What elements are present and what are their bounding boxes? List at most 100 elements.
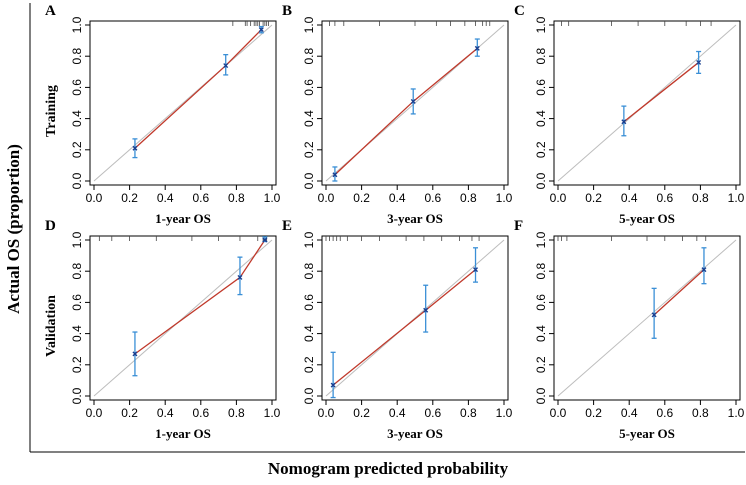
panel-x-label: 1-year OS (155, 211, 211, 226)
x-tick-label: 1.0 (496, 191, 513, 205)
y-tick-label: 0.2 (302, 141, 316, 158)
panel-letter: A (45, 3, 56, 19)
ideal-reference-line (325, 239, 505, 397)
plot-frame (553, 20, 741, 186)
y-tick-label: 1.0 (70, 231, 84, 248)
y-tick-label: 0.0 (302, 172, 316, 189)
y-tick-label: 0.8 (534, 263, 548, 280)
x-tick-label: 0.8 (692, 406, 709, 420)
panel-letter: E (282, 218, 292, 234)
y-tick-label: 0.6 (534, 294, 548, 311)
x-tick-label: 0.4 (621, 191, 638, 205)
panel-x-label: 1-year OS (155, 426, 211, 441)
data-point (262, 237, 268, 243)
x-tick-label: 0.2 (353, 406, 370, 420)
x-tick-label: 0.2 (353, 191, 370, 205)
y-tick-label: 0.8 (70, 263, 84, 280)
y-tick-label: 0.6 (302, 79, 316, 96)
y-tick-label: 0.4 (302, 325, 316, 342)
y-tick-label: 0.4 (70, 325, 84, 342)
panel-letter: B (282, 3, 292, 19)
data-point (621, 119, 627, 125)
x-tick-label: 0.4 (621, 406, 638, 420)
panel-b: B 0.0 0.2 0.4 0.6 0.8 1.0 0.0 0.2 0.4 0.6 0.8 1.0 3-y… (282, 3, 513, 226)
data-point (701, 267, 707, 273)
y-tick-label: 1.0 (70, 16, 84, 33)
x-tick-label: 0.0 (550, 406, 567, 420)
y-tick-label: 0.2 (534, 141, 548, 158)
plot-frame (89, 20, 277, 186)
calibration-line (134, 239, 266, 355)
x-tick-label: 1.0 (728, 191, 745, 205)
y-tick-label: 0.6 (534, 79, 548, 96)
calibration-line (623, 61, 700, 123)
y-tick-label: 0.6 (302, 294, 316, 311)
x-tick-label: 0.6 (656, 191, 673, 205)
y-tick-label: 0.4 (70, 110, 84, 127)
panel-x-label: 3-year OS (387, 426, 443, 441)
y-tick-label: 0.0 (302, 387, 316, 404)
y-tick-label: 0.2 (534, 356, 548, 373)
y-tick-label: 0.2 (70, 141, 84, 158)
x-tick-label: 0.4 (389, 406, 406, 420)
y-tick-label: 0.4 (534, 325, 548, 342)
data-point (132, 145, 138, 151)
y-tick-label: 0.8 (534, 48, 548, 65)
y-tick-label: 0.0 (534, 387, 548, 404)
y-tick-label: 0.0 (70, 387, 84, 404)
panel-letter: D (45, 218, 56, 234)
data-point (696, 59, 702, 65)
x-tick-label: 0.8 (460, 406, 477, 420)
x-tick-label: 1.0 (264, 191, 281, 205)
ideal-reference-line (93, 24, 273, 182)
data-point (237, 274, 243, 280)
plot-frame (321, 235, 509, 401)
x-tick-label: 0.4 (157, 406, 174, 420)
x-tick-label: 0.8 (228, 191, 245, 205)
y-tick-label: 1.0 (302, 231, 316, 248)
x-tick-label: 1.0 (728, 406, 745, 420)
x-tick-label: 0.0 (318, 406, 335, 420)
x-tick-label: 0.8 (692, 191, 709, 205)
data-point (223, 63, 229, 69)
x-tick-label: 0.2 (585, 191, 602, 205)
data-point (132, 351, 138, 357)
y-tick-label: 0.0 (70, 172, 84, 189)
y-tick-label: 0.6 (70, 294, 84, 311)
y-tick-label: 0.2 (70, 356, 84, 373)
data-point (330, 382, 336, 388)
x-tick-label: 0.0 (86, 191, 103, 205)
x-tick-label: 0.0 (318, 191, 335, 205)
y-tick-label: 0.6 (70, 79, 84, 96)
panel-c: C 0.0 0.2 0.4 0.6 0.8 1.0 0.0 0.2 0.4 0.6 0.8 1.0 5-y… (514, 3, 745, 226)
panel-x-label: 5-year OS (619, 211, 675, 226)
y-tick-label: 0.4 (534, 110, 548, 127)
data-point (423, 307, 429, 313)
panel-x-label: 3-year OS (387, 211, 443, 226)
panel-f: F 0.0 0.2 0.4 0.6 0.8 1.0 0.0 0.2 0.4 0.6 0.8 1.0 5-y… (514, 218, 745, 441)
y-tick-label: 0.2 (302, 356, 316, 373)
x-axis-title: Nomogram predicted probability (268, 459, 509, 478)
x-tick-label: 1.0 (496, 406, 513, 420)
panel-letter: F (514, 218, 523, 234)
panel-letter: C (514, 3, 525, 19)
x-tick-label: 0.6 (424, 191, 441, 205)
panels-container: A 0.0 0.2 0.4 0.6 0.8 1.0 0.0 0.2 0.4 0.6 0.8 1.0 1-y… (45, 3, 745, 441)
x-tick-label: 0.4 (157, 191, 174, 205)
ideal-reference-line (557, 239, 737, 397)
x-tick-label: 0.0 (550, 191, 567, 205)
x-tick-label: 0.4 (389, 191, 406, 205)
panel-e: E 0.0 0.2 0.4 0.6 0.8 1.0 0.0 0.2 0.4 0.6 0.8 1.0 3-y… (282, 218, 513, 441)
y-tick-label: 1.0 (534, 16, 548, 33)
y-tick-label: 0.8 (302, 263, 316, 280)
x-tick-label: 0.8 (228, 406, 245, 420)
y-tick-label: 0.8 (70, 48, 84, 65)
row-label-training: Training (44, 85, 59, 137)
calibration-line (653, 269, 705, 316)
y-tick-label: 0.0 (534, 172, 548, 189)
data-point (474, 45, 480, 51)
plot-frame (89, 235, 277, 401)
calibration-line (134, 29, 262, 149)
x-tick-label: 1.0 (264, 406, 281, 420)
